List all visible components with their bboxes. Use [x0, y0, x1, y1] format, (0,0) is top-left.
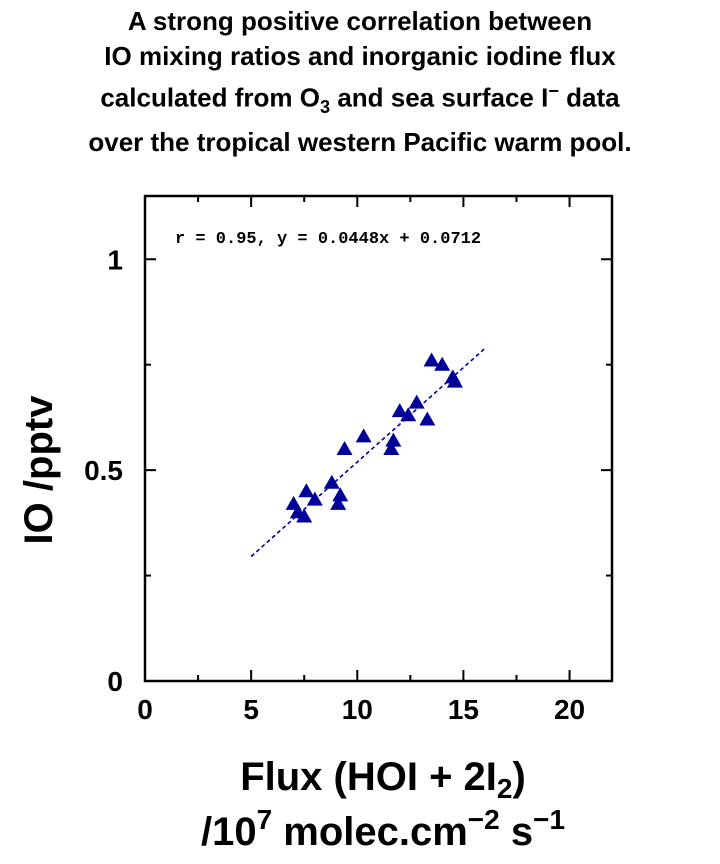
title-line-3-start: calculated from O — [100, 82, 320, 113]
x-tick-label: 10 — [342, 694, 373, 725]
data-point — [323, 474, 340, 489]
y-tick-label: 0.5 — [84, 455, 123, 486]
title-line-3: calculated from O3 and sea surface I− da… — [0, 74, 720, 125]
chart-title: A strong positive correlation between IO… — [0, 4, 720, 160]
title-line-4: over the tropical western Pacific warm p… — [88, 126, 632, 157]
data-point — [330, 495, 347, 510]
data-point — [391, 403, 408, 418]
x-label-s: s — [500, 810, 533, 854]
data-point — [419, 411, 436, 426]
axes-layer: 0 5 10 15 20 0 0.5 1 — [84, 194, 614, 725]
data-point — [296, 508, 313, 523]
title-o3-subscript: 3 — [319, 96, 331, 117]
title-line-3-end: data — [558, 82, 620, 113]
x-tick-label: 5 — [243, 694, 259, 725]
regression-annotation: r = 0.95, y = 0.0448x + 0.0712 — [175, 230, 481, 249]
points-layer — [285, 352, 463, 523]
title-iodide-superscript: − — [548, 81, 559, 101]
data-point — [408, 394, 425, 409]
x-tick-label: 20 — [554, 694, 585, 725]
data-point — [434, 356, 451, 371]
x-tick-label: 15 — [448, 694, 479, 725]
x-label-exp-7: 7 — [257, 804, 273, 835]
title-line-1: A strong positive correlation between — [127, 6, 593, 36]
data-point — [306, 491, 323, 506]
x-label-close-paren: ) — [512, 755, 525, 799]
data-point — [423, 352, 440, 367]
data-point — [446, 373, 463, 388]
x-axis-label-line-2: /107 molec.cm−2 s−1 — [201, 804, 565, 854]
x-label-ten: /10 — [201, 810, 257, 854]
x-label-molec: molec.cm — [272, 810, 468, 854]
y-tick-label: 1 — [107, 244, 123, 275]
data-point — [336, 441, 353, 456]
data-point — [355, 428, 372, 443]
title-line-3-middle: and sea surface I — [330, 82, 549, 113]
data-point — [385, 432, 402, 447]
plot-frame — [143, 194, 614, 683]
title-line-2: IO mixing ratios and inorganic iodine fl… — [104, 41, 616, 71]
x-label-exp-minus-2: −2 — [468, 804, 500, 835]
data-point — [400, 407, 417, 422]
data-point — [332, 487, 349, 502]
data-point — [383, 441, 400, 456]
y-tick-label: 0 — [107, 666, 123, 697]
x-label-i2-subscript: 2 — [497, 773, 513, 804]
y-axis-label: IO /pptv — [17, 395, 61, 545]
x-label-exp-minus-1: −1 — [533, 804, 565, 835]
x-axis-label-line-1: Flux (HOI + 2I2) — [240, 755, 526, 804]
x-tick-label: 0 — [137, 694, 153, 725]
x-label-flux: Flux (HOI + 2I — [240, 755, 497, 799]
data-point — [298, 483, 315, 498]
